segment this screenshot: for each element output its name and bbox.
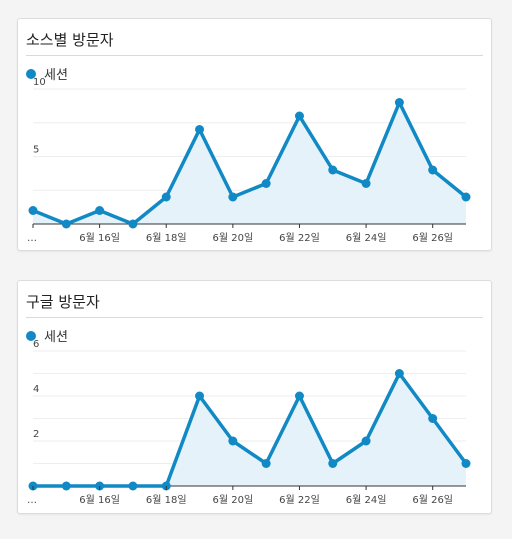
legend-dot-icon (26, 330, 36, 341)
x-tick-label: 6월 20일 (213, 232, 254, 244)
x-tick-label: … (27, 495, 37, 506)
x-tick-label: 6월 26일 (412, 232, 453, 244)
chart-legend[interactable]: 세션 (26, 326, 68, 345)
data-point (28, 206, 38, 215)
y-tick-label: 5 (33, 145, 39, 156)
data-point (428, 165, 438, 175)
data-point (128, 219, 138, 229)
y-tick-label: 2 (33, 429, 39, 440)
data-point (294, 111, 304, 121)
x-tick-label: 6월 20일 (213, 494, 254, 506)
data-point (195, 125, 205, 134)
x-tick-label: … (27, 233, 37, 244)
legend-label: 세션 (44, 330, 68, 345)
sessions-area-chart[interactable]: 2 4 6 … 6월 16일 6월 18일 6월 20일 6월 22일 6월 24일 6월 26일 (18, 281, 493, 515)
legend-dot-icon (26, 68, 36, 79)
series-line (31, 100, 468, 226)
series-line (31, 371, 468, 488)
sessions-area-chart[interactable]: 5 10 … 6월 16일 6월 18일 6월 20일 6월 22일 6월 24일 6월 26일 (18, 19, 493, 252)
data-point (61, 481, 71, 491)
data-point (95, 206, 105, 215)
x-tick-label: 6월 18일 (146, 494, 187, 506)
chart-legend[interactable]: 세션 (26, 64, 68, 83)
data-point (228, 192, 238, 202)
x-tick-label: 6월 18일 (146, 232, 187, 244)
x-tick-label: 6월 22일 (279, 494, 320, 506)
data-point (128, 481, 138, 491)
chart-card-source-visitors: 소스별 방문자 세션 5 10 … 6월 16일 6월 18일 6월 20일 6월 22일 6… (17, 18, 492, 251)
data-point (228, 436, 238, 446)
card-title: 소스별 방문자 (26, 31, 114, 49)
series-area (33, 102, 466, 224)
data-point (361, 179, 371, 188)
x-tick-label: 6월 24일 (346, 494, 387, 506)
data-point (294, 391, 304, 401)
data-point (328, 165, 338, 175)
legend-label: 세션 (44, 68, 68, 83)
title-divider (26, 317, 483, 318)
x-tick-label: 6월 24일 (346, 232, 387, 244)
chart-card-google-visitors: 구글 방문자 세션 2 4 6 … 6월 16일 6월 18일 6월 20일 6월 22일 6월… (17, 280, 492, 514)
data-point (61, 219, 71, 229)
data-point (261, 459, 271, 468)
data-point (461, 459, 471, 468)
data-point (394, 369, 404, 378)
y-tick-label: 4 (33, 384, 39, 395)
title-divider (26, 55, 483, 56)
data-point (195, 391, 205, 401)
data-point (461, 192, 471, 202)
data-point (394, 98, 404, 107)
x-tick-label: 6월 26일 (412, 494, 453, 506)
data-point (361, 436, 371, 446)
data-point (261, 179, 271, 188)
y-tick-label: 10 (33, 77, 46, 88)
data-point (161, 192, 171, 202)
x-tick-label: 6월 16일 (79, 494, 120, 506)
data-point (428, 414, 438, 423)
y-tick-label: 6 (33, 339, 39, 350)
data-point (328, 459, 338, 468)
x-tick-label: 6월 16일 (79, 232, 120, 244)
x-tick-label: 6월 22일 (279, 232, 320, 244)
series-area (33, 373, 466, 486)
card-title: 구글 방문자 (26, 293, 100, 311)
